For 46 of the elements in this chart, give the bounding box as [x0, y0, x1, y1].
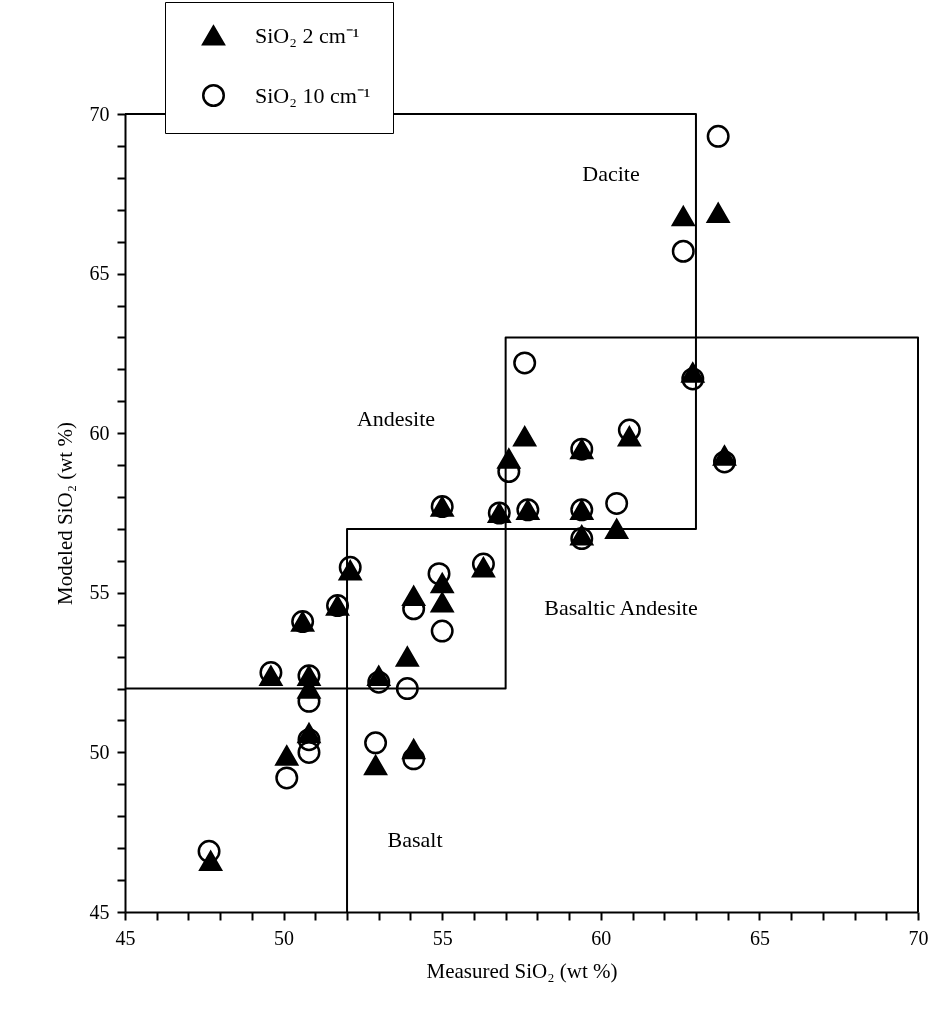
y-axis-title: Modeled SiO₂ (wt %) [52, 422, 77, 605]
point [297, 728, 321, 752]
x-axis-title: Measured SiO₂ (wt %) [426, 958, 618, 983]
y-tick-label: 45 [89, 900, 110, 923]
point [395, 646, 419, 667]
point [513, 426, 537, 447]
x-tick-label: 70 [908, 926, 929, 949]
x-tick-label: 50 [274, 926, 295, 949]
y-tick-label: 50 [89, 740, 110, 763]
point [395, 677, 419, 701]
x-tick-label: 60 [591, 926, 612, 949]
annotation: Dacite [582, 161, 640, 186]
point [275, 745, 299, 766]
annotation: Andesite [356, 406, 436, 431]
point [364, 731, 388, 755]
point [275, 766, 299, 790]
legend-label: SiO₂ 10 cm⁻¹ [255, 82, 371, 108]
point [570, 527, 594, 551]
point [706, 124, 730, 148]
legend-label: SiO₂ 2 cm⁻¹ [255, 22, 360, 48]
y-tick-label: 60 [89, 421, 110, 444]
point [713, 450, 736, 474]
point [513, 351, 537, 375]
point [427, 562, 451, 586]
x-tick-label: 45 [115, 926, 136, 949]
point [402, 747, 426, 771]
x-tick-label: 65 [749, 926, 770, 949]
point [671, 206, 695, 227]
point [430, 619, 454, 643]
annotation: Basalt [387, 827, 443, 852]
annotation: Basaltic Andesite [544, 595, 698, 620]
point [706, 202, 730, 224]
point [297, 740, 321, 764]
y-tick-label: 70 [89, 102, 110, 125]
y-tick-label: 65 [89, 262, 110, 285]
point [197, 839, 221, 863]
point [364, 755, 388, 776]
point [681, 367, 705, 391]
point [367, 670, 391, 694]
point [671, 239, 695, 263]
y-tick-label: 55 [89, 581, 110, 604]
point [605, 518, 629, 540]
x-tick-label: 55 [432, 926, 453, 949]
point [617, 418, 641, 442]
point [605, 491, 629, 515]
point [430, 592, 454, 613]
